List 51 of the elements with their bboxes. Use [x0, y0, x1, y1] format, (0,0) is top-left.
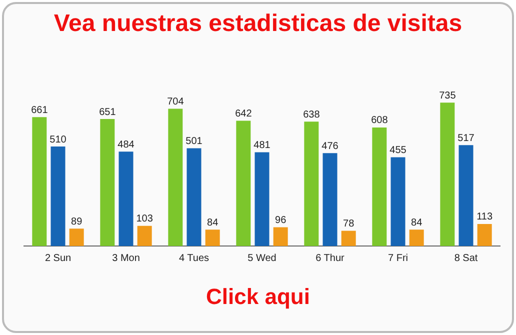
- data-label: 484: [118, 139, 135, 150]
- data-label: 84: [207, 217, 219, 228]
- bar: [372, 127, 387, 246]
- data-label: 638: [303, 109, 320, 120]
- bar: [118, 152, 134, 246]
- data-label: 651: [99, 106, 116, 118]
- data-label: 476: [322, 140, 339, 152]
- bar: [409, 230, 424, 246]
- data-label: 481: [254, 140, 271, 151]
- bar: [273, 227, 288, 246]
- bar: [322, 153, 338, 246]
- x-tick-label: 2 Sun: [44, 252, 72, 264]
- data-label: 96: [275, 215, 287, 226]
- data-label: 89: [71, 216, 83, 228]
- data-label: 113: [476, 212, 493, 223]
- x-tick-label: 7 Fri: [388, 252, 408, 264]
- text: Click aqui: [205, 284, 311, 310]
- bar: [390, 157, 406, 246]
- x-tick-label: 3 Mon: [112, 252, 140, 264]
- x-tick-label: 4 Tues: [178, 252, 210, 264]
- x-tick-label: 5 Wed: [248, 252, 276, 264]
- bar: [69, 228, 84, 246]
- bar: [236, 120, 251, 246]
- bar: [186, 148, 202, 246]
- data-label: 501: [186, 136, 203, 148]
- bar: [205, 230, 220, 246]
- bar: [137, 226, 152, 246]
- bar: [341, 230, 356, 246]
- bar: [32, 117, 47, 246]
- bar: [477, 224, 492, 246]
- data-label: 78: [343, 218, 355, 230]
- data-label: 704: [167, 96, 184, 108]
- chart-title: Vea nuestras estadisticas de visitas: [52, 10, 464, 38]
- x-tick-label: 8 Sat: [454, 252, 478, 264]
- data-label: 642: [235, 108, 252, 120]
- data-label: 735: [439, 90, 456, 102]
- bar: [100, 119, 115, 246]
- data-label: 510: [50, 134, 67, 146]
- bar: [304, 122, 319, 246]
- bar: [440, 102, 455, 246]
- data-label: 103: [136, 214, 154, 225]
- data-label: 84: [411, 217, 423, 228]
- data-label: 517: [458, 132, 475, 144]
- x-tick-label: 6 Thur: [316, 252, 346, 264]
- data-label: 661: [31, 104, 48, 116]
- data-label: 608: [371, 115, 388, 126]
- data-label: 455: [390, 145, 407, 156]
- bar: [50, 146, 66, 246]
- bar: [254, 152, 270, 246]
- bar: [168, 108, 183, 246]
- bar: [458, 145, 474, 246]
